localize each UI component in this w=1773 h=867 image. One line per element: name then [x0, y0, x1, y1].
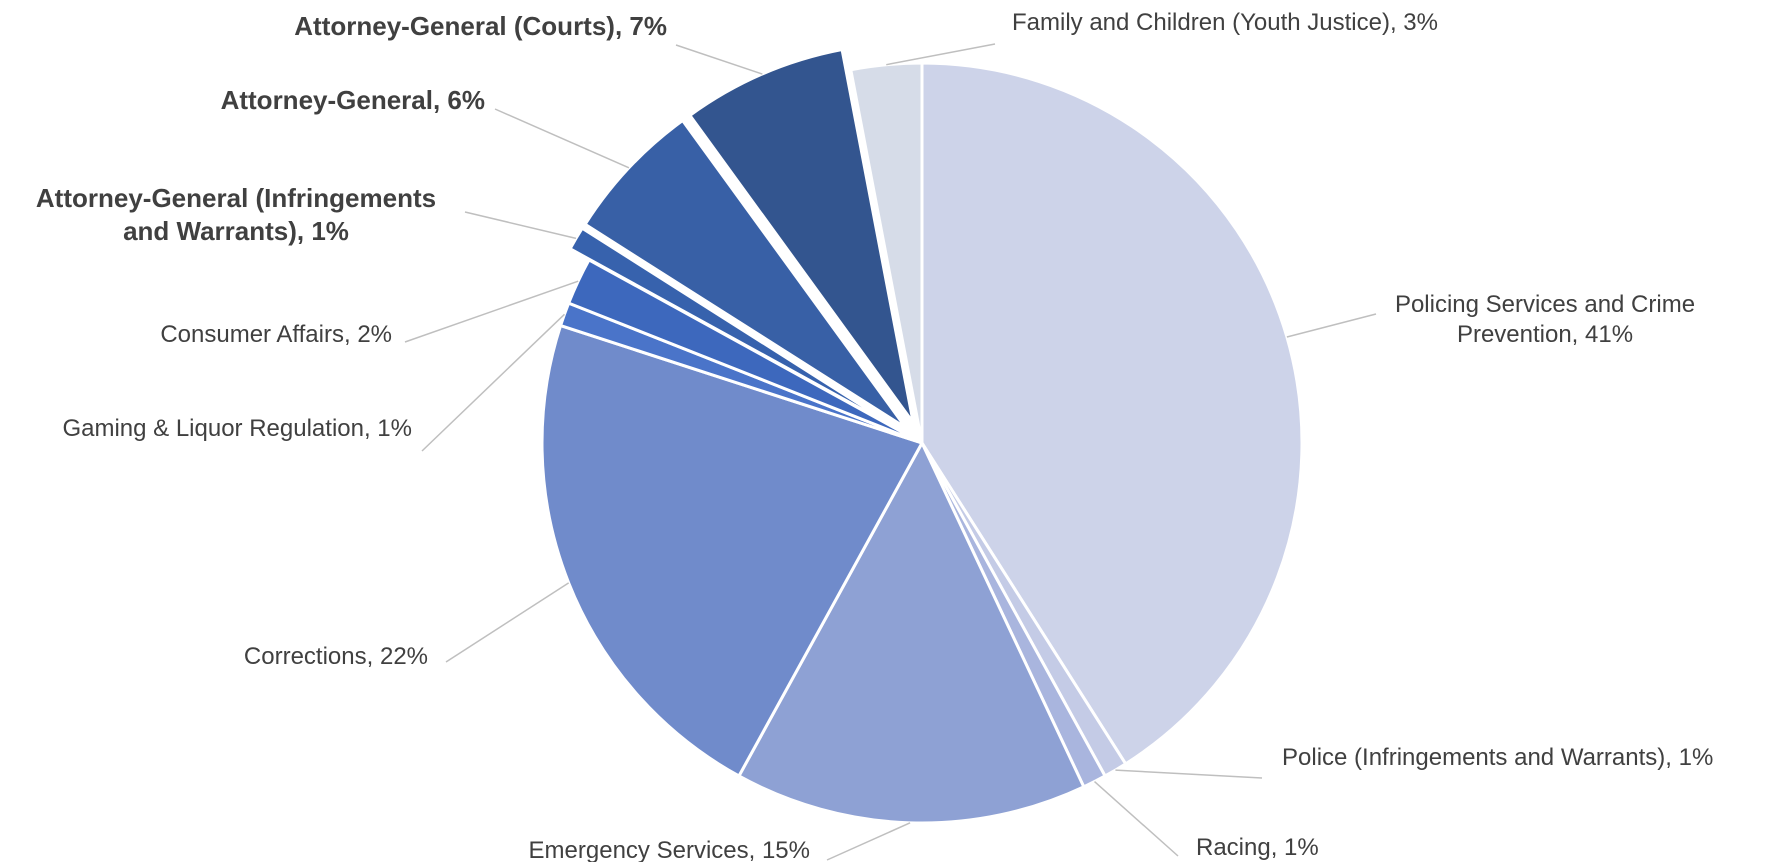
data-label-attorney-general: Attorney-General, 6%	[221, 85, 485, 115]
pie-slice-policing-services-and-crime-prevention	[920, 61, 1304, 766]
leader-line-gaming-liquor-regulation	[421, 313, 565, 452]
data-label-attorney-general-courts: Attorney-General (Courts), 7%	[294, 11, 667, 41]
leader-line-policing-services-and-crime-prevention	[1286, 313, 1377, 338]
data-label-corrections: Corrections, 22%	[244, 643, 428, 670]
data-labels: Policing Services and Crime Prevention, 4…	[36, 9, 1713, 864]
data-label-consumer-affairs: Consumer Affairs, 2%	[160, 321, 392, 348]
pie-slice-emergency-services	[737, 441, 1086, 825]
pie-slice-family-and-children-youth-justice	[849, 61, 924, 445]
pie-slices	[540, 48, 1304, 825]
data-label-attorney-general-infringements-and-warrants: Attorney-General (Infringements and Warra…	[36, 183, 436, 246]
pie-slice-attorney-general-courts	[688, 48, 915, 425]
leader-line-racing	[1094, 781, 1179, 857]
leader-line-attorney-general-courts	[675, 44, 763, 75]
leader-line-emergency-services	[826, 822, 911, 861]
leader-line-consumer-affairs	[404, 280, 579, 343]
leader-line-family-and-children-youth-justice	[886, 43, 996, 66]
leader-line-attorney-general-infringements-and-warrants	[464, 211, 577, 240]
leader-line-corrections	[445, 582, 570, 663]
data-label-policing-services-and-crime-prevention: Policing Services and Crime Prevention, 4…	[1395, 291, 1695, 348]
data-label-family-and-children-youth-justice: Family and Children (Youth Justice), 3%	[1012, 9, 1438, 36]
data-label-police-infringements-and-warrants: Police (Infringements and Warrants), 1%	[1282, 744, 1713, 771]
pie-slice-corrections	[540, 324, 924, 778]
leader-lines	[404, 43, 1377, 861]
data-label-emergency-services: Emergency Services, 15%	[529, 837, 810, 862]
leader-line-attorney-general	[494, 108, 630, 169]
data-label-racing: Racing, 1%	[1196, 834, 1319, 861]
leader-line-police-infringements-and-warrants	[1115, 769, 1263, 779]
data-label-gaming-liquor-regulation: Gaming & Liquor Regulation, 1%	[62, 415, 412, 442]
pie-slice-attorney-general	[583, 119, 908, 430]
